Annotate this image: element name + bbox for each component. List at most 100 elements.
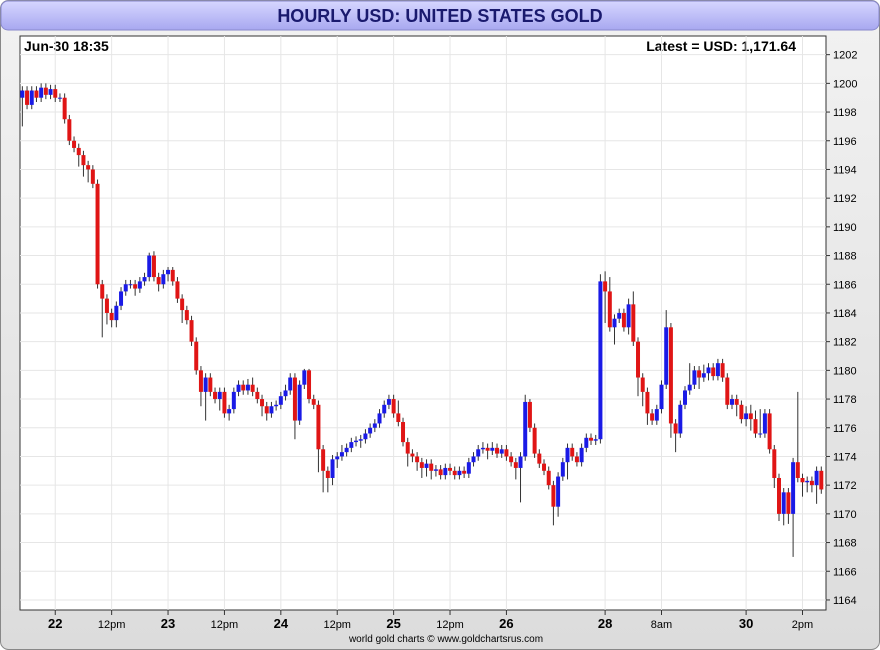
candle-body <box>133 284 138 289</box>
candle-body <box>504 449 509 457</box>
candle-body <box>715 363 720 377</box>
x-tick-label: 12pm <box>98 619 126 631</box>
candle-body <box>217 391 222 400</box>
candle-body <box>626 304 631 328</box>
y-tick-label: 1180 <box>833 365 857 377</box>
x-tick-label: 23 <box>161 616 175 631</box>
x-tick-label: 12pm <box>436 619 464 631</box>
candle-body <box>29 90 34 105</box>
plot-area <box>19 35 827 611</box>
x-tick-label: 24 <box>274 616 289 631</box>
candle-body <box>433 469 438 471</box>
y-tick-label: 1188 <box>833 251 857 263</box>
candle-body <box>673 423 678 434</box>
candle-body <box>415 456 420 463</box>
candle-body <box>34 90 39 98</box>
y-tick-label: 1196 <box>833 136 857 148</box>
candle-body <box>495 447 500 454</box>
candle-body <box>795 462 800 478</box>
candle-body <box>730 399 735 405</box>
candle-body <box>509 456 514 463</box>
y-tick-label: 1200 <box>833 78 857 90</box>
candle-body <box>109 312 114 321</box>
candle-body <box>739 404 744 420</box>
candle-body <box>753 419 758 434</box>
y-tick-label: 1198 <box>833 107 857 119</box>
candle-body <box>621 312 626 328</box>
candle-body <box>814 470 819 486</box>
candle-body <box>245 384 250 391</box>
candle-body <box>617 312 622 319</box>
candle-body <box>147 255 152 278</box>
candle-body <box>114 305 119 321</box>
candle-body <box>297 384 302 421</box>
candle-body <box>222 391 227 414</box>
candle-body <box>598 281 603 440</box>
x-tick-label: 25 <box>386 616 400 631</box>
y-tick-label: 1186 <box>833 279 857 291</box>
candle-body <box>772 449 777 478</box>
candle-body <box>250 384 255 392</box>
candle-body <box>72 140 77 148</box>
x-tick-label: 12pm <box>323 619 351 631</box>
candle-body <box>565 447 570 463</box>
candle-body <box>654 409 659 421</box>
candle-body <box>48 89 53 95</box>
y-tick-label: 1190 <box>833 222 857 234</box>
candle-body <box>372 423 377 428</box>
candle-body <box>274 404 279 407</box>
candle-body <box>659 384 664 410</box>
candle-body <box>438 469 443 476</box>
candle-body <box>119 291 124 306</box>
y-tick-label: 1164 <box>833 595 857 607</box>
footer: world gold charts © www.goldchartsrus.co… <box>348 634 543 645</box>
candle-body <box>711 367 716 377</box>
candle-body <box>781 492 786 514</box>
candle-body <box>518 456 523 468</box>
candle-body <box>401 422 406 443</box>
candle-body <box>471 456 476 463</box>
candle-body <box>184 310 189 321</box>
candle-body <box>809 480 814 486</box>
candle-body <box>198 370 203 392</box>
candle-body <box>166 269 171 275</box>
candle-body <box>767 413 772 450</box>
candle-body <box>278 396 283 405</box>
timestamp: Jun-30 18:35 <box>24 38 109 54</box>
y-tick-label: 1178 <box>833 394 857 406</box>
x-tick-label: 2pm <box>792 619 813 631</box>
candle-body <box>429 463 434 471</box>
candle-body <box>791 462 796 514</box>
y-tick-label: 1182 <box>833 337 857 349</box>
y-tick-label: 1184 <box>833 308 857 320</box>
candle-body <box>551 485 556 507</box>
candle-body <box>448 467 453 471</box>
candle-body <box>39 87 44 98</box>
candle-body <box>410 453 415 457</box>
chart-title: HOURLY USD: UNITED STATES GOLD <box>277 6 602 26</box>
candle-body <box>67 119 72 141</box>
candle-body <box>231 391 236 410</box>
candle-body <box>527 401 532 428</box>
candle-body <box>227 409 232 414</box>
candle-body <box>443 467 448 476</box>
x-tick-label: 28 <box>598 616 612 631</box>
candle-body <box>189 320 194 342</box>
candle-body <box>123 284 128 292</box>
candle-body <box>76 147 81 156</box>
candle-body <box>466 462 471 474</box>
candle-body <box>650 413 655 421</box>
candle-body <box>344 447 349 453</box>
y-tick-label: 1168 <box>833 538 857 550</box>
candle-body <box>175 281 180 299</box>
candle-body <box>532 427 537 454</box>
candle-body <box>636 341 641 378</box>
candle-body <box>151 255 156 278</box>
candle-body <box>363 433 368 440</box>
candle-body <box>321 449 326 471</box>
candle-body <box>302 370 307 385</box>
candle-body <box>283 390 288 397</box>
candle-body <box>574 456 579 463</box>
candle-body <box>396 413 401 423</box>
candle-body <box>368 427 373 434</box>
